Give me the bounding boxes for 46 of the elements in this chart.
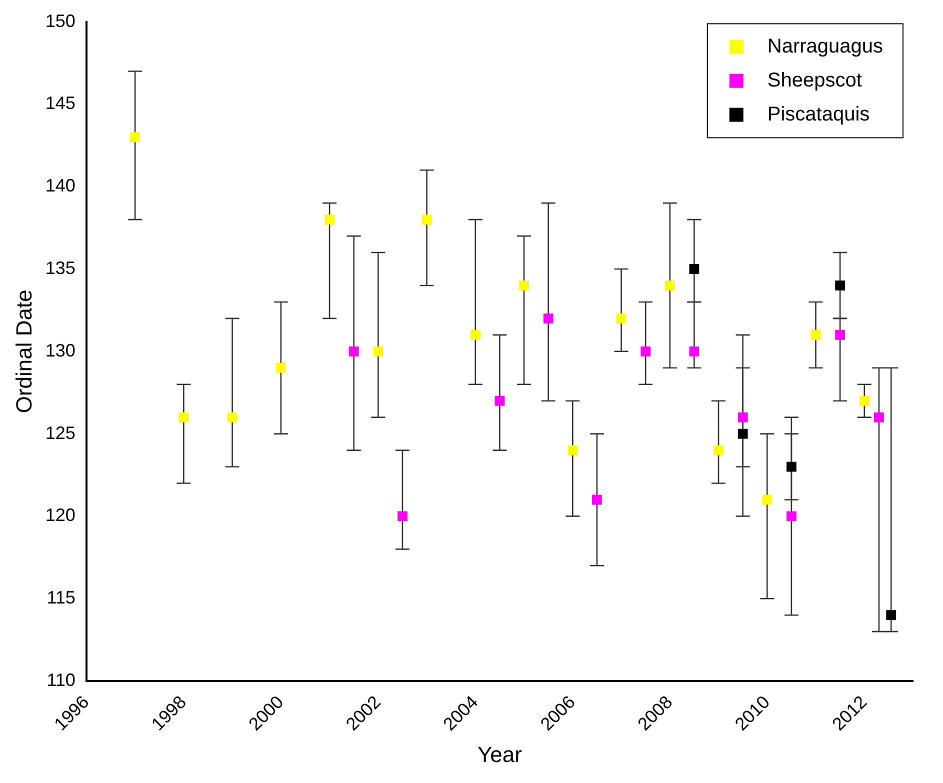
point: [543, 313, 554, 324]
point: [762, 494, 772, 505]
x-axis-title: Year: [477, 742, 522, 767]
point: [835, 280, 846, 290]
point: [874, 412, 884, 422]
y-axis-title: Ordinal Date: [11, 290, 36, 414]
point: [130, 132, 140, 142]
point: [398, 511, 408, 522]
point: [494, 396, 505, 406]
y-tick-label: 140: [45, 176, 76, 196]
point: [835, 330, 846, 340]
point: [568, 445, 578, 456]
point: [664, 280, 675, 290]
legend-label: Piscataquis: [767, 103, 870, 126]
point: [786, 462, 796, 472]
point: [810, 330, 821, 340]
point: [689, 264, 700, 274]
legend-label: Narraguagus: [767, 35, 883, 58]
y-tick-label: 135: [45, 258, 76, 278]
point: [373, 346, 384, 356]
point: [178, 412, 189, 422]
point: [689, 346, 700, 356]
y-tick-label: 150: [45, 10, 76, 31]
point: [227, 412, 238, 422]
y-tick-label: 120: [45, 505, 76, 526]
point: [348, 346, 359, 356]
y-tick-label: 145: [45, 93, 76, 114]
point: [714, 445, 724, 456]
point: [592, 494, 602, 505]
y-tick-label: 125: [45, 422, 76, 443]
point: [786, 511, 796, 522]
y-tick-label: 115: [46, 588, 76, 608]
point: [886, 610, 896, 620]
point: [422, 214, 432, 225]
point: [640, 346, 651, 356]
point: [616, 313, 626, 324]
point: [738, 428, 748, 439]
point: [519, 280, 529, 290]
y-tick-label: 110: [46, 670, 76, 690]
y-tick-label: 130: [45, 340, 76, 360]
point: [324, 214, 334, 225]
point: [276, 362, 286, 373]
point: [470, 330, 480, 340]
point: [859, 396, 870, 406]
point: [738, 412, 748, 422]
legend-label: Sheepscot: [767, 69, 862, 92]
